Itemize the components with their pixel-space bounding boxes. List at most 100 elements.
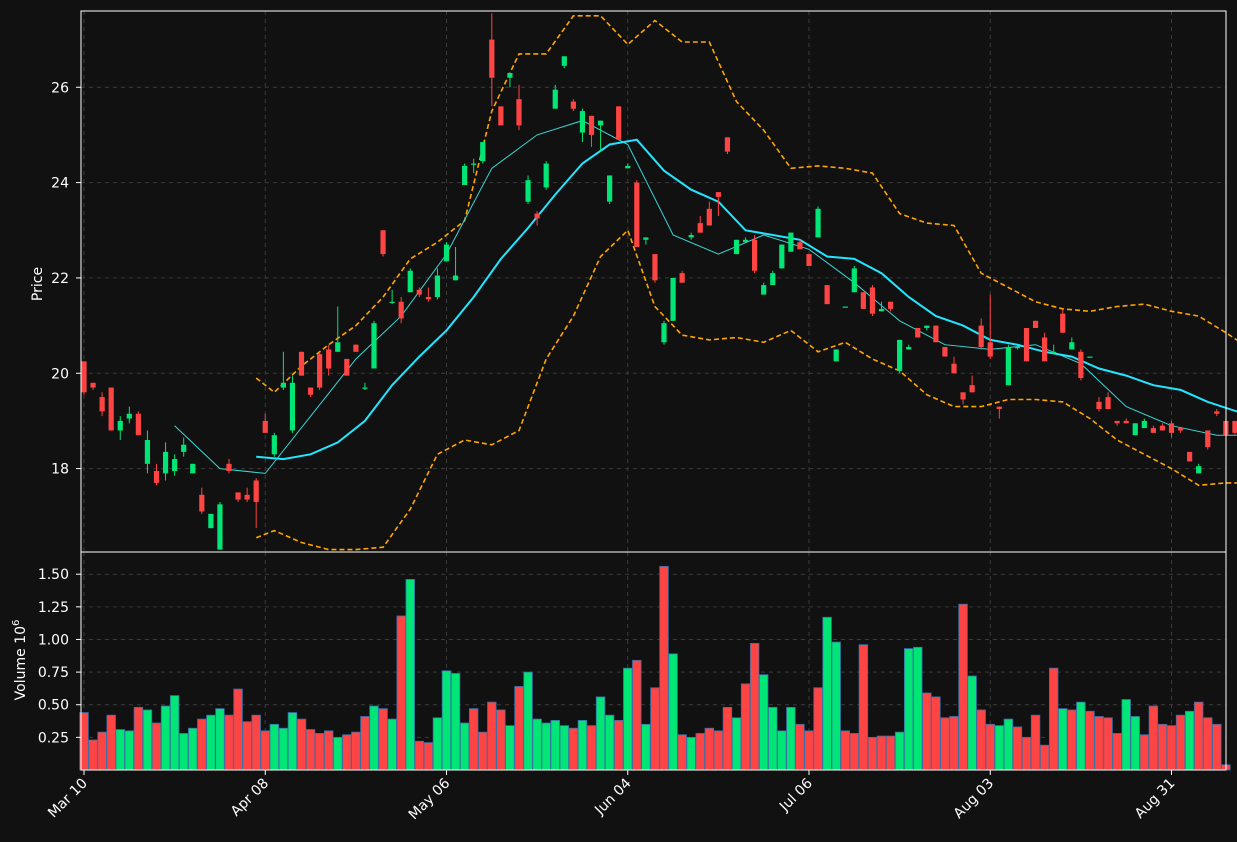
candle-body (181, 444, 187, 452)
volume-bar (650, 687, 660, 771)
volume-bar (450, 673, 461, 771)
volume-bar (613, 719, 624, 771)
candle-body (1105, 397, 1111, 410)
candle-body (570, 101, 576, 109)
candle-body (190, 463, 196, 474)
volume-bar (142, 709, 153, 771)
volume-bar (1121, 699, 1131, 771)
candle-body (706, 208, 712, 226)
volume-bar (414, 740, 425, 771)
volume-bar (523, 671, 533, 771)
candle-body (752, 239, 758, 271)
volume-y-ticks: 0.25 0.50 0.75 1.00 1.25 1.50 (38, 567, 81, 746)
volume-bar (432, 717, 443, 771)
volume-bar (686, 736, 696, 771)
candle-body (99, 397, 105, 412)
volume-bar (722, 706, 733, 771)
volume-bar (178, 733, 189, 771)
volume-bar (632, 659, 642, 771)
volume-bar (1184, 710, 1195, 771)
volume-bar (260, 730, 270, 771)
volume-bar (197, 718, 207, 771)
candle-body (1168, 423, 1175, 433)
volume-bar (314, 733, 325, 771)
candle-body (815, 208, 821, 238)
candle-body (1096, 401, 1102, 410)
volume-panel-frame (80, 551, 1227, 771)
volume-tick-label: 0.75 (38, 665, 69, 681)
candle-body (597, 120, 604, 126)
volume-bar (1175, 714, 1186, 771)
volume-bar (695, 733, 705, 771)
candle-body (199, 494, 205, 512)
candle-body (1023, 327, 1030, 362)
volume-tick-label: 1.00 (38, 632, 69, 648)
candle-body (534, 213, 540, 219)
volume-bar (333, 736, 343, 771)
volume-bar (224, 714, 234, 771)
volume-bar (885, 735, 896, 771)
volume-bar (894, 731, 905, 771)
candle-body (625, 165, 631, 169)
candle-body (788, 232, 794, 252)
volume-bar (405, 579, 415, 771)
candle-body (253, 480, 259, 502)
volume-bar (1058, 708, 1068, 771)
volume-bar (1148, 705, 1159, 771)
candle-body (742, 239, 749, 243)
candle-body (1187, 451, 1193, 462)
volume-bar (903, 648, 914, 771)
volume-bar (188, 727, 198, 771)
volume-bar (115, 729, 125, 771)
price-y-ticks: 18 20 22 24 26 (51, 80, 81, 478)
volume-bar (577, 719, 588, 771)
volume-bar (804, 730, 814, 771)
candle-body (661, 323, 667, 343)
volume-bar (559, 725, 570, 771)
candle-body (81, 361, 87, 393)
volume-bar (88, 739, 98, 771)
price-tick-label: 20 (51, 366, 69, 382)
volume-bar (740, 683, 751, 771)
volume-bar (1193, 701, 1204, 771)
volume-bar (922, 692, 932, 771)
volume-bar (124, 730, 135, 771)
candle-body (1078, 351, 1084, 379)
candle-body (389, 301, 395, 303)
candle-body (1132, 423, 1138, 436)
volume-bar (1048, 667, 1059, 771)
volume-bar (160, 705, 171, 771)
volume-axis-label: Volume 106 (11, 620, 29, 701)
volume-bar (242, 721, 252, 771)
price-axis-label: Price (30, 267, 46, 301)
lower-band-line (255, 228, 1237, 551)
candle-body (335, 342, 341, 352)
candle-body (951, 363, 957, 374)
volume-bar (1067, 709, 1077, 771)
price-tick-label: 18 (51, 462, 69, 478)
candle-body (144, 439, 151, 464)
candle-body (643, 237, 649, 240)
volume-bar (758, 674, 769, 771)
volume-bar (351, 731, 361, 771)
candle-body (715, 192, 721, 197)
candle-body (135, 413, 141, 436)
volume-tick-label: 0.50 (38, 698, 69, 714)
candle-body (362, 387, 368, 389)
candle-body (679, 273, 685, 283)
volume-bar (1203, 717, 1213, 771)
volume-bar (713, 730, 724, 771)
volume-bar (423, 742, 434, 771)
candle-body (833, 349, 839, 362)
volume-bar (913, 646, 923, 771)
candle-body (462, 165, 468, 185)
candle-body (652, 254, 658, 281)
volume-bar (949, 716, 959, 771)
candle-body (507, 72, 513, 78)
volume-bar (1085, 710, 1095, 771)
candle-body (933, 325, 939, 343)
candle-body (1060, 313, 1066, 333)
volume-bar (342, 734, 352, 771)
candle-body (960, 392, 966, 400)
volume-bar (151, 722, 162, 771)
